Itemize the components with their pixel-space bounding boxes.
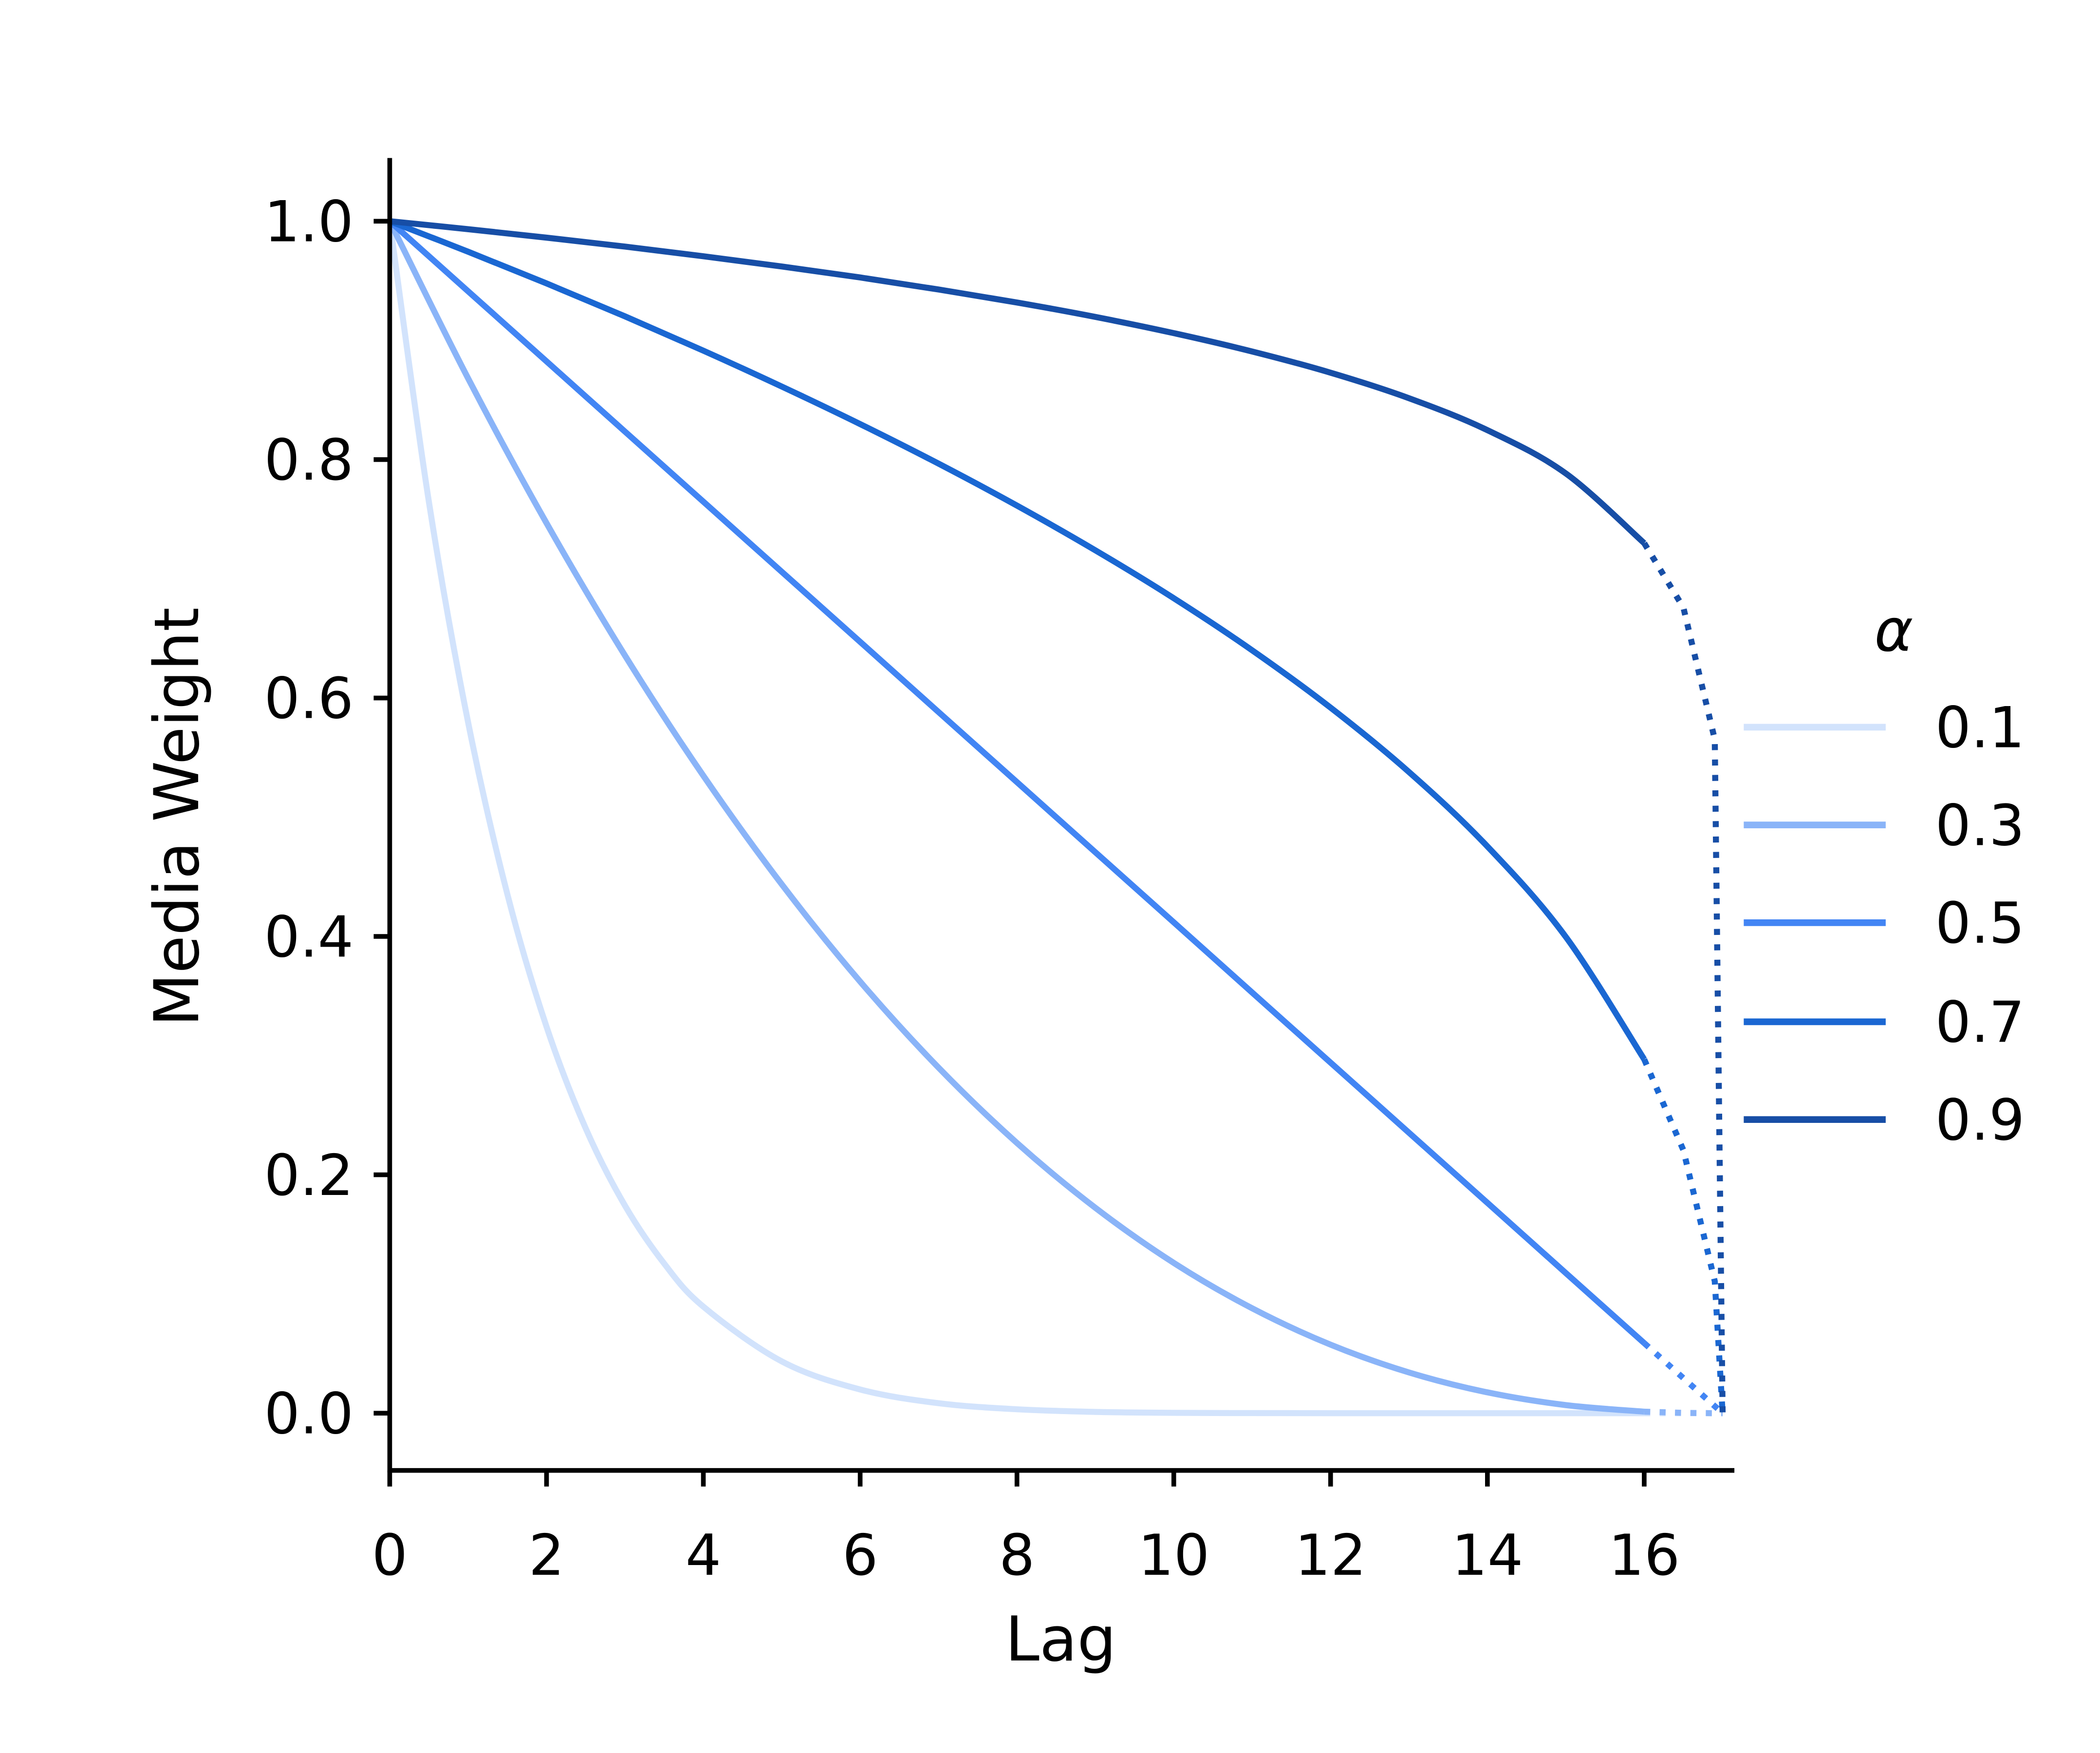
series-line-alpha-0.9 bbox=[389, 218, 1647, 546]
x-tick-label: 10 bbox=[1138, 1523, 1209, 1588]
x-tick-label: 4 bbox=[686, 1523, 722, 1588]
x-tick-label: 0 bbox=[372, 1523, 408, 1588]
y-tick-label: 0.8 bbox=[264, 428, 353, 493]
series-extrapolation-alpha-0.5 bbox=[1642, 1341, 1725, 1416]
legend-label: 0.3 bbox=[1935, 793, 2025, 858]
y-tick-label: 0.2 bbox=[264, 1143, 353, 1209]
y-tick-label: 0.6 bbox=[264, 667, 353, 732]
series-line-alpha-0.5 bbox=[388, 219, 1647, 1345]
series-line-alpha-0.7 bbox=[389, 218, 1647, 1061]
y-tick-label: 1.0 bbox=[264, 190, 353, 255]
x-tick-label: 12 bbox=[1295, 1523, 1366, 1588]
series-extrapolation-alpha-0.9 bbox=[1641, 541, 1726, 1414]
legend: α 0.1 0.3 0.5 0.7 0.9 bbox=[1744, 597, 2025, 1153]
x-axis-label: Lag bbox=[1005, 1604, 1116, 1675]
x-tick-label: 2 bbox=[529, 1523, 565, 1588]
series-extrapolation-alpha-0.3 bbox=[1644, 1408, 1723, 1417]
legend-label: 0.9 bbox=[1935, 1088, 2025, 1153]
series-line-alpha-0.1 bbox=[387, 221, 1644, 1417]
y-tick-label: 0.4 bbox=[264, 905, 353, 970]
series-extrapolation-alpha-0.7 bbox=[1641, 1058, 1726, 1414]
x-ticks: 0 2 4 6 8 10 12 14 16 bbox=[372, 1470, 1680, 1588]
legend-title: α bbox=[1875, 597, 1914, 665]
legend-label: 0.7 bbox=[1935, 990, 2025, 1056]
x-tick-label: 6 bbox=[842, 1523, 878, 1588]
x-tick-label: 16 bbox=[1608, 1523, 1680, 1588]
y-axis-label: Media Weight bbox=[141, 607, 213, 1026]
x-tick-label: 14 bbox=[1451, 1523, 1523, 1588]
series-line-alpha-0.3 bbox=[387, 220, 1645, 1415]
legend-label: 0.1 bbox=[1935, 696, 2025, 761]
y-ticks: 0.0 0.2 0.4 0.6 0.8 1.0 bbox=[264, 190, 390, 1447]
y-tick-label: 0.0 bbox=[264, 1381, 353, 1447]
x-tick-label: 8 bbox=[999, 1523, 1035, 1588]
legend-label: 0.5 bbox=[1935, 891, 2025, 956]
series-lines bbox=[387, 218, 1726, 1417]
